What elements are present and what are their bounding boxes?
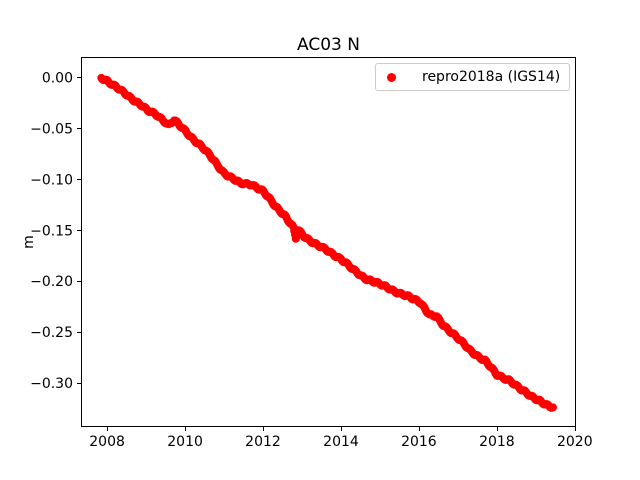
x-tick-label: 2010 [167, 434, 203, 450]
legend-marker-dot [387, 72, 396, 82]
y-tick-label: −0.05 [30, 121, 73, 137]
x-tick-label: 2014 [323, 434, 359, 450]
y-tick-label: −0.30 [30, 376, 73, 392]
x-tick-label: 2018 [479, 434, 515, 450]
y-tick-label: 0.00 [42, 70, 73, 86]
x-tick-label: 2020 [557, 434, 593, 450]
plot-border [81, 57, 576, 427]
chart-title: AC03 N [297, 35, 360, 55]
y-axis-label: m [21, 235, 37, 249]
data-points [97, 73, 557, 412]
x-tick-label: 2012 [245, 434, 281, 450]
y-tick-label: −0.25 [30, 325, 73, 341]
x-tick-label: 2016 [401, 434, 437, 450]
x-tick-label: 2008 [89, 434, 125, 450]
y-tick-label: −0.20 [30, 274, 73, 290]
legend-label: repro2018a (IGS14) [422, 69, 561, 85]
legend: repro2018a (IGS14) [375, 63, 570, 91]
y-tick-label: −0.15 [30, 223, 73, 239]
y-tick-label: −0.10 [30, 172, 73, 188]
